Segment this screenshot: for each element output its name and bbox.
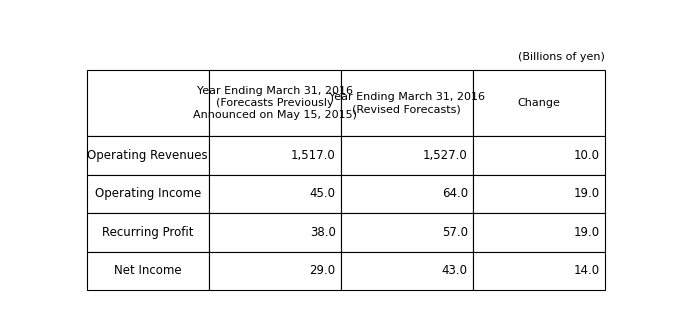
Bar (209, 252, 341, 290)
Bar (209, 175, 341, 213)
Bar (87, 70, 209, 136)
Text: 14.0: 14.0 (574, 265, 600, 277)
Text: 64.0: 64.0 (441, 187, 468, 200)
Bar (473, 213, 605, 252)
Bar (473, 175, 605, 213)
Bar (209, 213, 341, 252)
Bar (473, 70, 605, 136)
Bar (341, 136, 473, 175)
Text: 19.0: 19.0 (574, 187, 600, 200)
Bar (209, 70, 341, 136)
Bar (87, 213, 209, 252)
Text: Net Income: Net Income (114, 265, 182, 277)
Text: 45.0: 45.0 (310, 187, 336, 200)
Text: Recurring Profit: Recurring Profit (102, 226, 193, 239)
Text: 1,517.0: 1,517.0 (291, 149, 336, 162)
Text: Change: Change (518, 98, 561, 108)
Bar (87, 175, 209, 213)
Text: 10.0: 10.0 (574, 149, 600, 162)
Bar (473, 252, 605, 290)
Bar (341, 252, 473, 290)
Text: Operating Income: Operating Income (94, 187, 201, 200)
Bar (341, 70, 473, 136)
Bar (341, 175, 473, 213)
Text: Operating Revenues: Operating Revenues (87, 149, 208, 162)
Text: 38.0: 38.0 (310, 226, 336, 239)
Text: 29.0: 29.0 (310, 265, 336, 277)
Text: (Billions of yen): (Billions of yen) (518, 52, 605, 62)
Bar (87, 252, 209, 290)
Bar (341, 213, 473, 252)
Text: Year Ending March 31, 2016
(Forecasts Previously
Announced on May 15, 2015): Year Ending March 31, 2016 (Forecasts Pr… (192, 86, 357, 120)
Text: Year Ending March 31, 2016
(Revised Forecasts): Year Ending March 31, 2016 (Revised Fore… (329, 92, 485, 114)
Bar (473, 136, 605, 175)
Text: 43.0: 43.0 (441, 265, 468, 277)
Bar (209, 136, 341, 175)
Text: 57.0: 57.0 (441, 226, 468, 239)
Text: 1,527.0: 1,527.0 (423, 149, 468, 162)
Bar (87, 136, 209, 175)
Text: 19.0: 19.0 (574, 226, 600, 239)
